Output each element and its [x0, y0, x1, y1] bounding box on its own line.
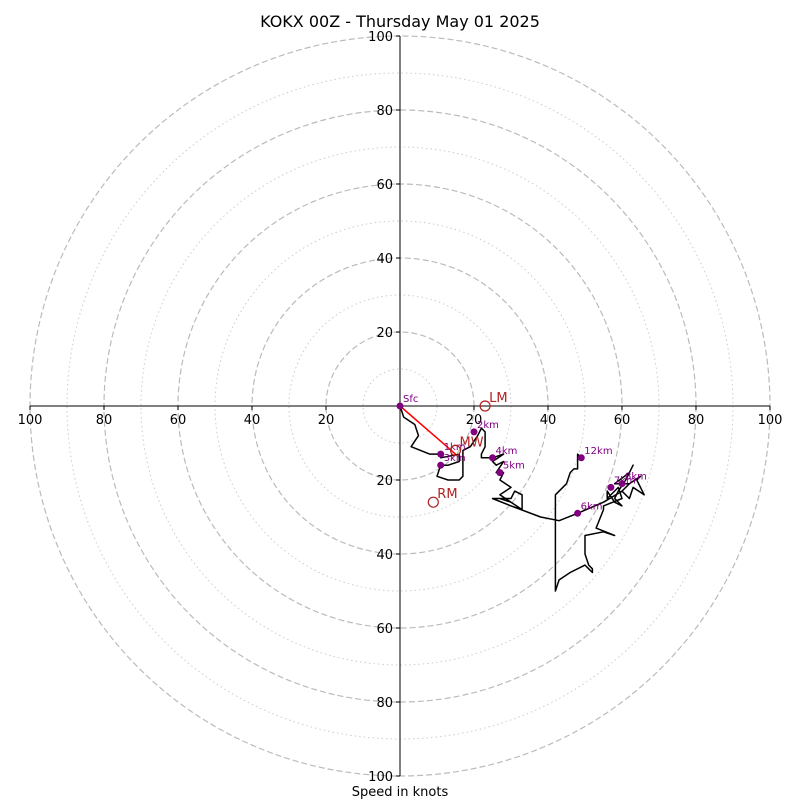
y-tick-label: 40 — [376, 252, 393, 267]
height-marker-3km — [437, 461, 445, 469]
height-label-7km: 7km — [614, 475, 636, 486]
y-tick-label: 80 — [376, 104, 393, 119]
x-tick-label: 60 — [170, 413, 187, 428]
height-label-2km: 2km — [477, 420, 499, 431]
height-marker-4km — [489, 454, 496, 462]
y-tick-label: 100 — [368, 30, 393, 45]
height-label-sfc: Sfc — [403, 394, 418, 405]
y-tick-label: 60 — [376, 622, 393, 637]
motion-label-lm: LM — [489, 391, 507, 406]
storm-motions: LM MW RM — [427, 391, 508, 508]
tick-labels: 100 80 60 40 20 20 40 60 80 100 100 80 60 40 20 20 40 60 8… — [18, 30, 783, 785]
height-marker-7km — [607, 483, 615, 491]
x-tick-label: 100 — [758, 413, 783, 428]
x-tick-label: 20 — [466, 413, 483, 428]
x-tick-label: 20 — [318, 413, 335, 428]
height-marker-sfc — [396, 402, 404, 410]
hodograph-trace-line — [399, 405, 645, 592]
x-tick-label: 80 — [688, 413, 705, 428]
height-label-4km: 4km — [496, 446, 518, 457]
height-label-5km: 5km — [503, 461, 525, 472]
height-marker-1km — [437, 450, 445, 458]
x-tick-label: 100 — [18, 413, 43, 428]
motion-marker-mw — [449, 444, 462, 456]
y-tick-label: 40 — [376, 548, 393, 563]
y-tick-label: 100 — [368, 770, 393, 785]
height-label-3km: 3km — [444, 453, 466, 464]
height-marker-5km — [496, 469, 504, 477]
x-axis-label: Speed in knots — [352, 785, 449, 800]
height-label-6km: 6km — [581, 501, 603, 512]
x-tick-label: 40 — [244, 413, 261, 428]
wind-trace — [399, 405, 645, 592]
height-marker-2km — [470, 428, 478, 436]
x-tick-label: 60 — [614, 413, 631, 428]
x-tick-label: 80 — [96, 413, 113, 428]
height-label-8km: 8km — [625, 472, 647, 483]
chart-title: KOKX 00Z - Thursday May 01 2025 — [260, 12, 540, 31]
motion-marker-rm — [427, 496, 439, 508]
x-tick-label: 40 — [540, 413, 557, 428]
height-label-1km: 1km — [444, 442, 466, 453]
y-tick-label: 20 — [376, 326, 393, 341]
y-tick-label: 80 — [376, 696, 393, 711]
height-marker-8km — [618, 480, 626, 488]
shear-vector — [399, 405, 456, 455]
motion-label-mw: MW — [460, 435, 484, 450]
motion-marker-lm — [479, 400, 491, 412]
y-tick-label: 60 — [376, 178, 393, 193]
height-marker-6km — [574, 509, 582, 517]
height-marker-12km — [577, 454, 585, 462]
motion-label-rm: RM — [437, 487, 457, 502]
height-label-12km: 12km — [584, 446, 612, 457]
shear-vector-line — [399, 405, 456, 455]
y-tick-label: 20 — [376, 474, 393, 489]
